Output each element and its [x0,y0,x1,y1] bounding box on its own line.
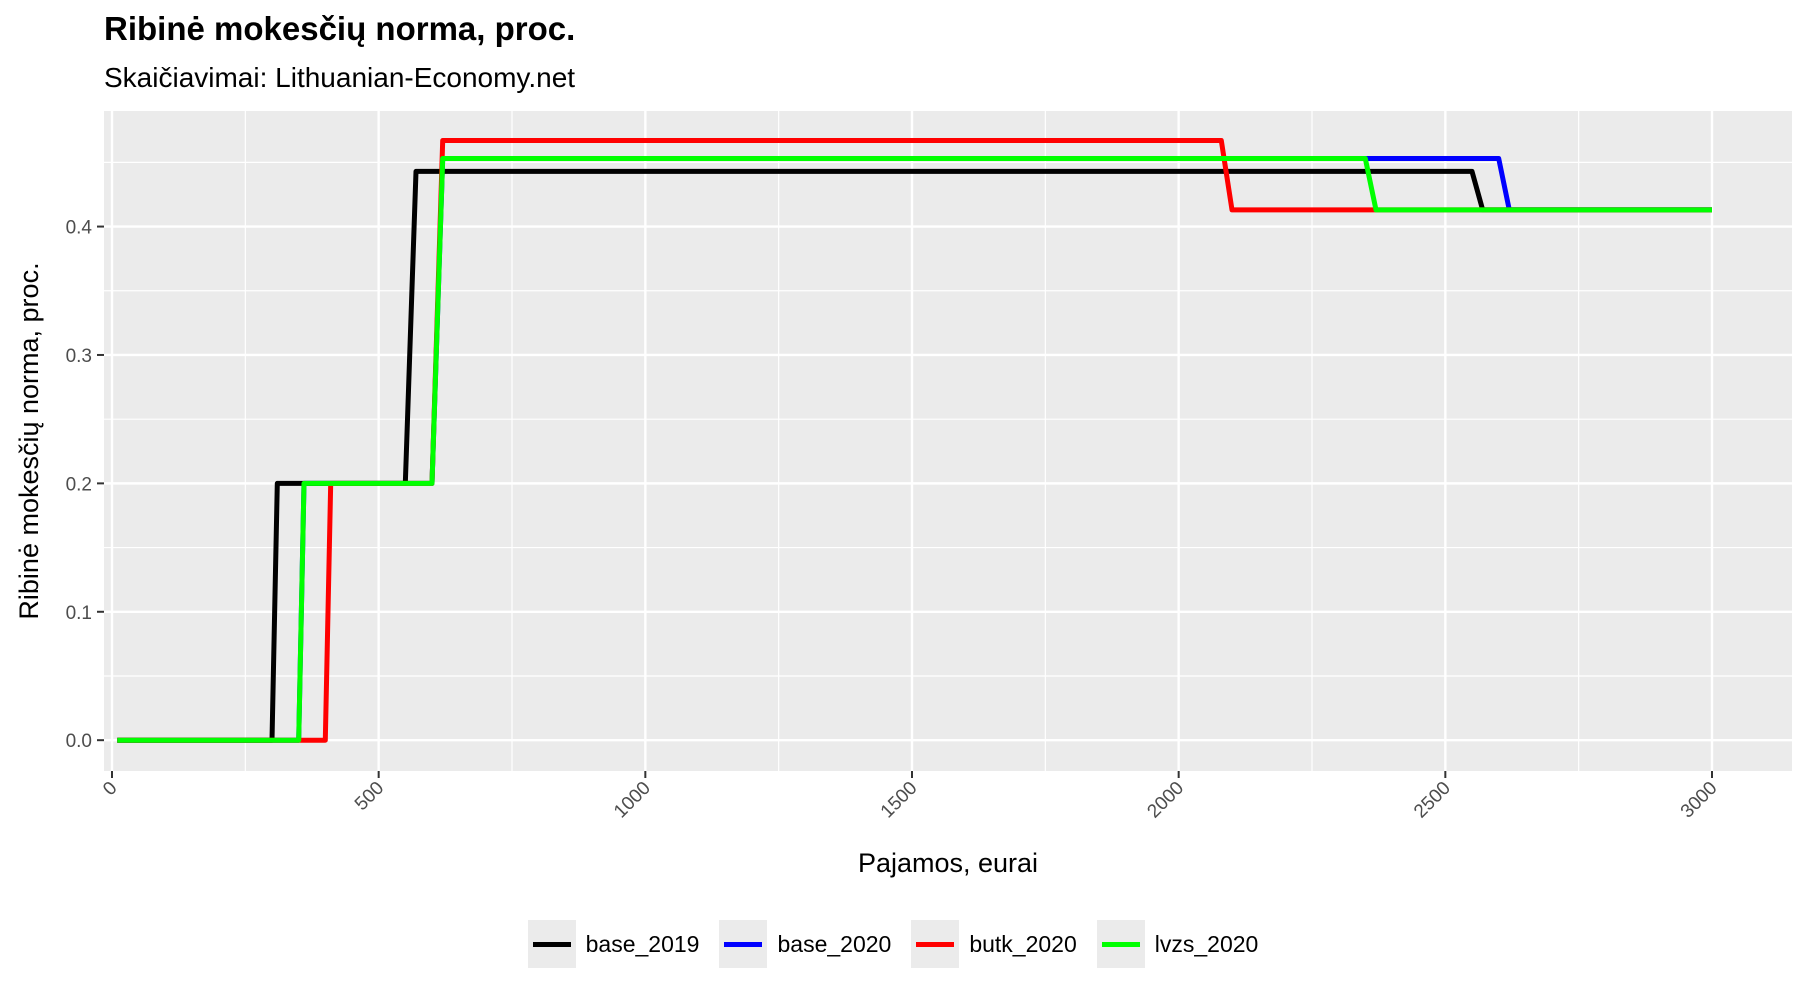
x-tick-label: 2500 [1410,778,1455,823]
y-tick-label: 0.1 [66,603,92,624]
chart-title: Ribinė mokesčių norma, proc. [104,10,576,47]
legend-label: base_2020 [777,930,892,957]
legend-swatch [724,942,763,947]
y-tick-label: 0.0 [66,731,92,752]
x-tick-label: 1000 [610,778,655,823]
legend-key [719,920,768,968]
legend-item-butk-2020: butk_2020 [911,920,1090,968]
series-line-base-2019 [117,168,1712,743]
y-tick-label: 0.2 [66,474,92,495]
grid-lines [104,111,1792,771]
legend-swatch [1101,942,1140,947]
legend-key [1096,920,1145,968]
legend-key [911,920,960,968]
legend-swatch [916,942,955,947]
x-tick-label: 3000 [1677,778,1722,823]
chart-subtitle: Skaičiavimai: Lithuanian-Economy.net [104,62,576,93]
x-tick-label: 1500 [877,778,922,823]
series-lines [117,138,1712,743]
legend-item-base-2020: base_2020 [719,920,905,968]
legend-key [527,920,576,968]
y-tick-label: 0.3 [66,346,92,367]
x-tick-label: 500 [351,778,388,815]
legend: base_2019 base_2020 butk_2020 lvzs_2020 [0,920,1800,968]
legend-item-lvzs-2020: lvzs_2020 [1096,920,1273,968]
y-axis-title: Ribinė mokesčių norma, proc. [14,262,44,619]
y-tick-label: 0.4 [66,218,93,239]
legend-label: butk_2020 [969,930,1077,957]
x-tick-label: 0 [99,778,121,800]
legend-label: lvzs_2020 [1154,930,1259,957]
legend-item-base-2019: base_2019 [527,920,714,968]
x-tick-label: 2000 [1143,778,1188,823]
plot-panel [104,111,1792,771]
x-axis-title: Pajamos, eurai [858,848,1038,878]
series-line-lvzs-2020 [117,156,1712,743]
legend-swatch [532,942,571,947]
legend-label: base_2019 [585,930,700,957]
